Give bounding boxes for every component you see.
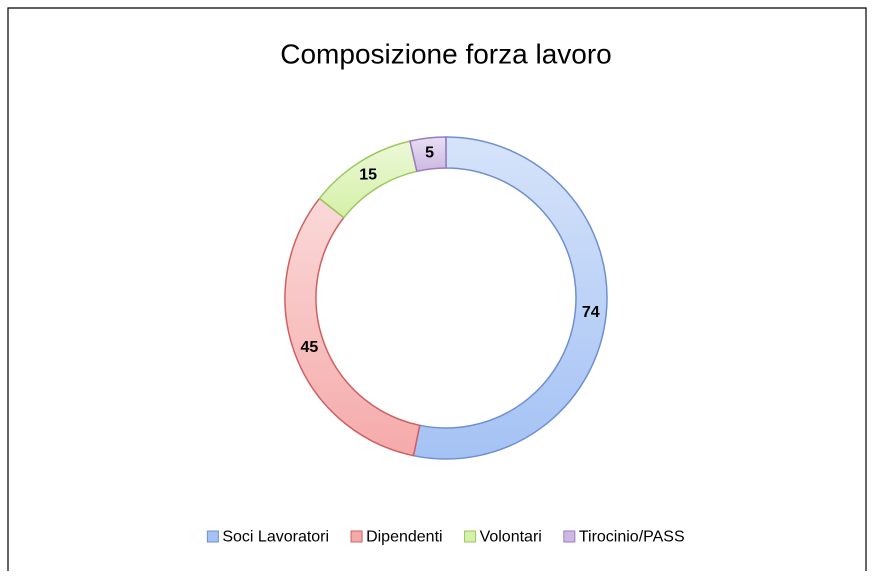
legend-label: Tirocinio/PASS xyxy=(579,529,685,546)
legend-label: Dipendenti xyxy=(366,529,443,546)
data-label: 45 xyxy=(300,339,318,356)
data-label: 15 xyxy=(359,166,377,183)
chart-title: Composizione forza lavoro xyxy=(280,38,612,69)
legend-swatch xyxy=(464,530,477,543)
legend-label: Volontari xyxy=(480,529,542,546)
doughnut-segment xyxy=(284,197,421,457)
data-label: 74 xyxy=(582,304,600,321)
doughnut-segment xyxy=(409,136,447,173)
legend-swatch xyxy=(563,530,576,543)
data-label: 5 xyxy=(425,145,434,162)
doughnut-segment xyxy=(412,136,608,460)
chart-frame xyxy=(7,7,867,571)
legend-label: Soci Lavoratori xyxy=(222,529,329,546)
legend-swatch xyxy=(350,530,363,543)
legend-swatch xyxy=(206,530,219,543)
